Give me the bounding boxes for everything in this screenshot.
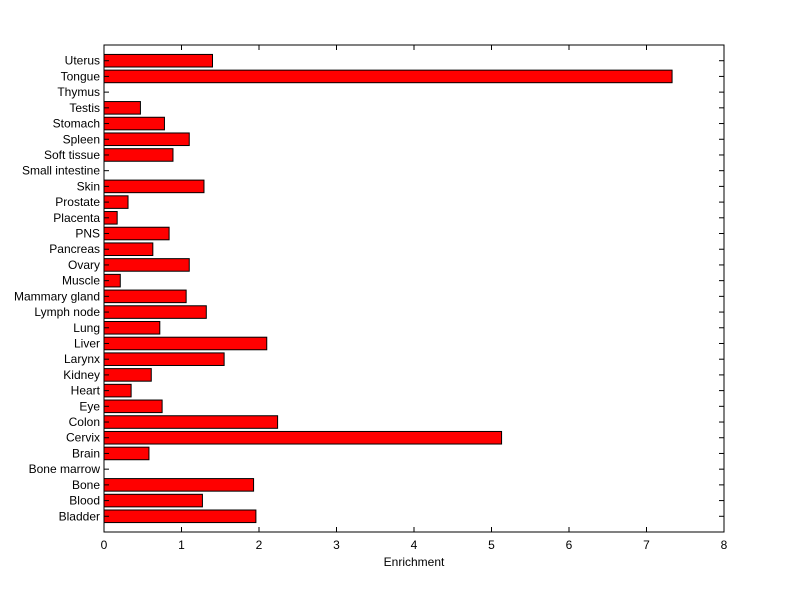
bar-larynx [103, 352, 225, 366]
bar-lung [103, 320, 161, 335]
y-tick-label-ovary: Ovary [68, 258, 100, 272]
y-tick-label-bone-marrow: Bone marrow [29, 462, 101, 476]
bar-skin [103, 179, 205, 194]
y-tick-label-liver: Liver [74, 336, 100, 350]
ticks-group [103, 45, 725, 532]
bar-colon [103, 415, 279, 429]
bar-tongue [103, 69, 673, 84]
y-tick-label-mammary-gland: Mammary gland [14, 289, 100, 303]
bar-spleen [103, 132, 190, 147]
bar-bone [103, 478, 255, 492]
y-tick-label-muscle: Muscle [62, 274, 100, 288]
x-tick-label-8: 8 [721, 538, 728, 552]
y-tick-label-eye: Eye [79, 399, 100, 413]
y-tick-label-prostate: Prostate [55, 195, 100, 209]
bar-lymph-node [103, 305, 207, 319]
y-tick-label-bone: Bone [72, 478, 100, 492]
bar-testis [103, 101, 141, 115]
bar-kidney [103, 368, 152, 382]
y-tick-label-skin: Skin [77, 179, 100, 193]
y-tick-label-pns: PNS [75, 227, 100, 241]
y-tick-label-testis: Testis [69, 101, 100, 115]
y-tick-label-larynx: Larynx [64, 352, 100, 366]
y-tick-label-kidney: Kidney [63, 368, 100, 382]
x-tick-label-7: 7 [643, 538, 650, 552]
y-tick-label-thymus: Thymus [57, 85, 100, 99]
bar-bladder [103, 509, 257, 524]
bar-stomach [103, 116, 165, 131]
bar-brain [103, 446, 150, 461]
bar-uterus [103, 53, 213, 68]
x-tick-label-5: 5 [488, 538, 495, 552]
y-tick-label-lung: Lung [73, 321, 100, 335]
x-tick-label-1: 1 [178, 538, 185, 552]
y-tick-label-cervix: Cervix [66, 431, 100, 445]
bar-pancreas [103, 242, 154, 257]
y-tick-label-stomach: Stomach [53, 117, 100, 131]
y-tick-label-bladder: Bladder [59, 509, 100, 523]
bar-mammary-gland [103, 289, 187, 304]
y-tick-label-pancreas: Pancreas [49, 242, 100, 256]
y-tick-label-spleen: Spleen [63, 132, 100, 146]
bar-pns [103, 226, 170, 241]
y-tick-label-placenta: Placenta [53, 211, 100, 225]
y-tick-label-small-intestine: Small intestine [22, 164, 100, 178]
x-tick-label-3: 3 [333, 538, 340, 552]
y-tick-label-soft-tissue: Soft tissue [44, 148, 100, 162]
x-axis-title: Enrichment [384, 555, 445, 569]
x-tick-label-6: 6 [566, 538, 573, 552]
y-tick-label-tongue: Tongue [61, 69, 101, 83]
bar-eye [103, 399, 163, 414]
x-tick-label-2: 2 [256, 538, 263, 552]
y-tick-label-lymph-node: Lymph node [34, 305, 100, 319]
bar-liver [103, 336, 268, 351]
bar-soft-tissue [103, 148, 174, 162]
bar-blood [103, 493, 203, 508]
y-tick-label-uterus: Uterus [65, 54, 100, 68]
x-tick-label-4: 4 [411, 538, 418, 552]
bar-ovary [103, 258, 190, 272]
y-tick-label-blood: Blood [69, 494, 100, 508]
y-tick-label-brain: Brain [72, 446, 100, 460]
bar-cervix [103, 430, 503, 445]
y-tick-label-heart: Heart [71, 384, 101, 398]
x-tick-label-0: 0 [101, 538, 108, 552]
y-tick-label-colon: Colon [69, 415, 100, 429]
